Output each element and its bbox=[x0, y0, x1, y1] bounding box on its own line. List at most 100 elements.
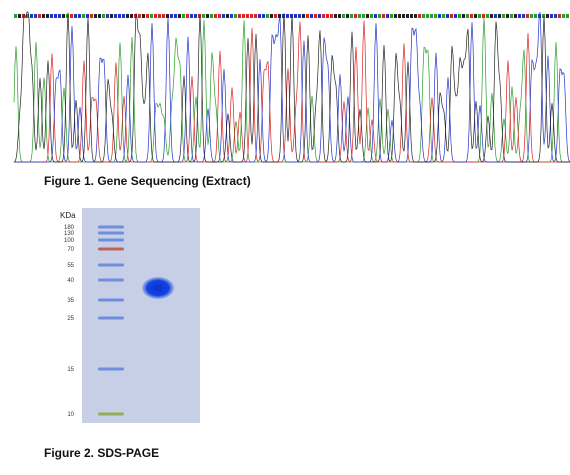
trace bbox=[13, 11, 570, 163]
base-call bbox=[38, 14, 41, 18]
base-call bbox=[98, 14, 101, 18]
base-call bbox=[62, 14, 65, 18]
base-call bbox=[26, 14, 29, 18]
base-call bbox=[454, 14, 457, 18]
base-call bbox=[438, 14, 441, 18]
base-call bbox=[346, 14, 349, 18]
base-call bbox=[158, 14, 161, 18]
figure-caption: Figure 1. Gene Sequencing (Extract) bbox=[44, 174, 251, 188]
base-call bbox=[78, 14, 81, 18]
base-call bbox=[306, 14, 309, 18]
base-call bbox=[354, 14, 357, 18]
marker-label: 130 bbox=[64, 231, 75, 237]
base-call bbox=[486, 14, 489, 18]
base-call bbox=[178, 14, 181, 18]
base-call bbox=[134, 14, 137, 18]
base-call bbox=[338, 14, 341, 18]
marker-label: 180 bbox=[64, 225, 75, 231]
base-call bbox=[250, 14, 253, 18]
base-call bbox=[122, 14, 125, 18]
marker-label: 70 bbox=[67, 247, 74, 253]
base-call bbox=[222, 14, 225, 18]
base-call bbox=[470, 14, 473, 18]
base-call bbox=[138, 14, 141, 18]
marker-label: 25 bbox=[67, 316, 74, 322]
sample-band bbox=[142, 277, 174, 299]
base-call bbox=[518, 14, 521, 18]
base-call bbox=[350, 14, 353, 18]
base-call bbox=[326, 14, 329, 18]
base-call bbox=[418, 14, 421, 18]
ladder-band bbox=[98, 278, 124, 282]
base-call bbox=[450, 14, 453, 18]
base-call bbox=[110, 14, 113, 18]
base-call bbox=[94, 14, 97, 18]
base-call bbox=[342, 14, 345, 18]
base-call bbox=[398, 14, 401, 18]
base-call bbox=[258, 14, 261, 18]
base-call bbox=[34, 14, 37, 18]
base-call bbox=[298, 14, 301, 18]
base-call bbox=[114, 14, 117, 18]
base-call bbox=[546, 14, 549, 18]
ladder-band bbox=[98, 367, 124, 371]
base-call bbox=[210, 14, 213, 18]
base-call bbox=[478, 14, 481, 18]
marker-label: 35 bbox=[67, 298, 74, 304]
base-call bbox=[526, 14, 529, 18]
base-call bbox=[238, 14, 241, 18]
base-call bbox=[494, 14, 497, 18]
base-call bbox=[422, 14, 425, 18]
base-call bbox=[242, 14, 245, 18]
chromatogram bbox=[13, 11, 570, 163]
base-call bbox=[246, 14, 249, 18]
base-call bbox=[254, 14, 257, 18]
base-call bbox=[434, 14, 437, 18]
base-call bbox=[206, 14, 209, 18]
base-call bbox=[146, 14, 149, 18]
ladder-band bbox=[98, 298, 124, 302]
base-call bbox=[562, 14, 565, 18]
base-call bbox=[534, 14, 537, 18]
base-call bbox=[370, 14, 373, 18]
base-call bbox=[374, 14, 377, 18]
base-call bbox=[394, 14, 397, 18]
base-call bbox=[566, 14, 569, 18]
base-call bbox=[230, 14, 233, 18]
base-call bbox=[58, 14, 61, 18]
base-call bbox=[430, 14, 433, 18]
marker-label: 55 bbox=[67, 263, 74, 269]
base-call bbox=[166, 14, 169, 18]
base-call bbox=[290, 14, 293, 18]
base-call bbox=[510, 14, 513, 18]
ladder-band bbox=[98, 225, 124, 229]
base-call bbox=[226, 14, 229, 18]
base-call bbox=[74, 14, 77, 18]
base-call bbox=[262, 14, 265, 18]
base-call bbox=[318, 14, 321, 18]
base-call bbox=[190, 14, 193, 18]
base-call bbox=[182, 14, 185, 18]
base-call bbox=[82, 14, 85, 18]
base-call bbox=[70, 14, 73, 18]
base-call bbox=[310, 14, 313, 18]
base-call bbox=[406, 14, 409, 18]
base-call bbox=[302, 14, 305, 18]
base-call bbox=[118, 14, 121, 18]
base-call bbox=[186, 14, 189, 18]
base-call bbox=[86, 14, 89, 18]
base-call bbox=[42, 14, 45, 18]
base-call bbox=[426, 14, 429, 18]
base-call bbox=[522, 14, 525, 18]
base-call bbox=[502, 14, 505, 18]
base-call bbox=[294, 14, 297, 18]
base-call bbox=[282, 14, 285, 18]
base-call bbox=[402, 14, 405, 18]
base-call bbox=[234, 14, 237, 18]
base-call bbox=[382, 14, 385, 18]
base-call bbox=[366, 14, 369, 18]
trace bbox=[14, 20, 570, 163]
base-call bbox=[150, 14, 153, 18]
unit-label: KDa bbox=[60, 211, 76, 220]
